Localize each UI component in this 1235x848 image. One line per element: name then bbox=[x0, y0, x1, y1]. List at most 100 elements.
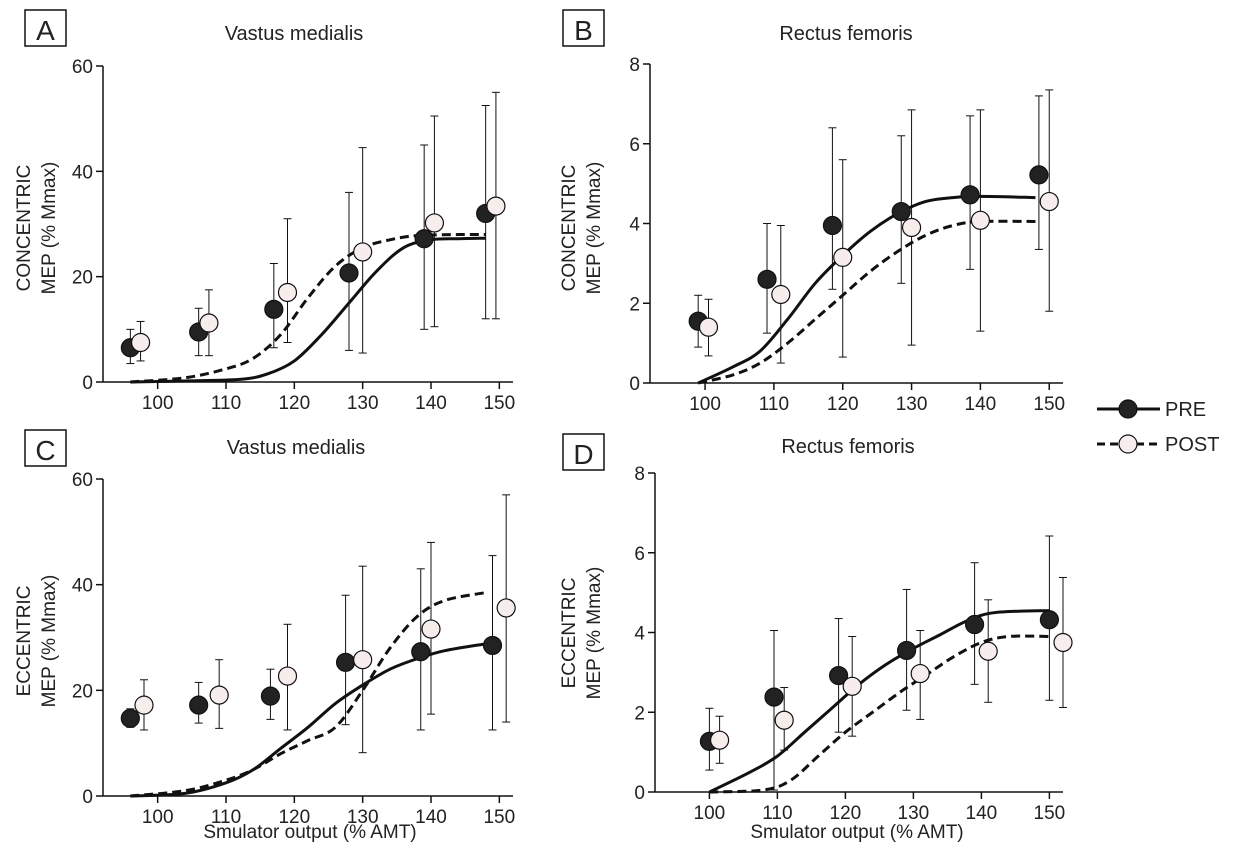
y-axis-label-line1: CONCENTRIC bbox=[14, 165, 35, 292]
data-point-pre bbox=[414, 229, 434, 249]
x-tick-label: 150 bbox=[483, 393, 515, 414]
data-point-post bbox=[842, 676, 862, 696]
y-tick-label: 60 bbox=[72, 57, 93, 78]
x-tick-label: 120 bbox=[278, 807, 310, 828]
y-tick-label: 8 bbox=[629, 55, 640, 76]
y-tick-label: 0 bbox=[82, 787, 93, 808]
fit-curve-post bbox=[709, 634, 1050, 794]
data-point-pre bbox=[339, 263, 359, 283]
data-point-pre bbox=[189, 695, 209, 715]
panel-title: Rectus femoris bbox=[779, 23, 912, 45]
data-point-post bbox=[134, 695, 154, 715]
x-tick-label: 130 bbox=[898, 803, 930, 824]
x-tick-label: 140 bbox=[415, 807, 447, 828]
data-point-pre bbox=[1029, 165, 1049, 185]
y-tick-label: 0 bbox=[634, 783, 645, 804]
legend-label-post: POST bbox=[1165, 434, 1219, 456]
y-tick-label: 0 bbox=[629, 374, 640, 395]
legend-item-pre: PRE bbox=[1097, 399, 1206, 421]
y-tick-label: 2 bbox=[629, 294, 640, 315]
x-tick-label: 130 bbox=[347, 393, 379, 414]
fit-curve-post bbox=[130, 591, 486, 798]
panel-title: Vastus medialis bbox=[225, 23, 364, 45]
data-point-post bbox=[353, 242, 373, 262]
x-tick-label: 110 bbox=[211, 393, 241, 414]
data-point-pre bbox=[964, 614, 985, 635]
data-point-post bbox=[130, 332, 151, 353]
x-tick-label: 130 bbox=[347, 807, 379, 828]
x-tick-label: 100 bbox=[142, 393, 174, 414]
data-point-post bbox=[424, 213, 445, 233]
x-tick-label: 120 bbox=[827, 394, 859, 415]
data-point-pre bbox=[822, 215, 843, 236]
panel-title: Vastus medialis bbox=[227, 437, 366, 459]
x-tick-label: 150 bbox=[1033, 394, 1065, 415]
panel-a: A Vastus medialis CONCENTRIC MEP (% Mmax… bbox=[14, 9, 515, 414]
data-point-pre bbox=[411, 642, 431, 662]
x-tick-label: 100 bbox=[142, 807, 174, 828]
y-axis-label-line1: CONCENTRIC bbox=[559, 165, 580, 292]
data-point-pre bbox=[264, 299, 284, 319]
y-tick-label: 2 bbox=[634, 703, 645, 724]
y-tick-label: 40 bbox=[72, 162, 93, 183]
x-axis-label: Smulator output (% AMT) bbox=[203, 822, 416, 843]
legend-item-post: POST bbox=[1097, 434, 1219, 456]
data-point-post bbox=[771, 284, 791, 305]
data-point-post bbox=[421, 619, 441, 639]
y-axis-label-line2: MEP (% Mmax) bbox=[39, 162, 60, 295]
data-point-post bbox=[901, 217, 922, 238]
data-point-post bbox=[277, 282, 298, 303]
data-point-post bbox=[1053, 632, 1073, 653]
data-point-pre bbox=[891, 201, 911, 222]
fit-curve-pre bbox=[130, 642, 486, 798]
data-point-pre bbox=[482, 635, 503, 656]
x-tick-label: 110 bbox=[211, 807, 241, 828]
panel-letter: A bbox=[36, 15, 55, 46]
data-point-post bbox=[353, 650, 373, 670]
y-tick-label: 4 bbox=[634, 624, 645, 645]
data-point-post bbox=[709, 730, 730, 750]
data-point-post bbox=[496, 598, 516, 618]
data-point-post bbox=[910, 663, 930, 684]
y-tick-label: 20 bbox=[72, 681, 93, 702]
x-tick-label: 100 bbox=[689, 394, 721, 415]
data-point-post bbox=[698, 317, 719, 337]
fit-curve-pre bbox=[130, 236, 486, 384]
panel-c: C Vastus medialis ECCENTRIC MEP (% Mmax)… bbox=[14, 429, 516, 843]
data-point-post bbox=[970, 210, 991, 230]
data-point-post bbox=[486, 196, 506, 216]
panel-letter: C bbox=[35, 435, 55, 466]
panel-letter: B bbox=[574, 15, 593, 46]
data-point-pre bbox=[757, 269, 777, 289]
panel-title: Rectus femoris bbox=[781, 436, 914, 458]
data-point-pre bbox=[764, 687, 784, 707]
legend: PRE POST bbox=[1097, 399, 1219, 456]
x-tick-label: 140 bbox=[965, 394, 997, 415]
y-tick-label: 6 bbox=[629, 135, 640, 156]
data-point-post bbox=[277, 666, 298, 686]
data-point-pre bbox=[896, 640, 917, 661]
fit-curve-post bbox=[130, 232, 486, 384]
data-point-post bbox=[1039, 191, 1059, 212]
data-point-post bbox=[978, 641, 998, 661]
x-tick-label: 150 bbox=[1034, 803, 1066, 824]
data-point-pre bbox=[335, 652, 356, 672]
legend-label-pre: PRE bbox=[1165, 399, 1206, 421]
x-tick-label: 110 bbox=[759, 394, 789, 415]
x-tick-label: 110 bbox=[762, 803, 792, 824]
data-point-pre bbox=[260, 686, 281, 706]
y-axis-label-line1: ECCENTRIC bbox=[559, 578, 580, 689]
y-tick-label: 20 bbox=[72, 268, 93, 289]
x-tick-label: 140 bbox=[966, 803, 998, 824]
data-point-post bbox=[774, 710, 794, 730]
y-tick-label: 40 bbox=[72, 576, 93, 597]
x-tick-label: 140 bbox=[415, 393, 447, 414]
data-point-pre bbox=[960, 185, 980, 205]
fit-curve-post bbox=[697, 219, 1036, 385]
x-axis-label: Smulator output (% AMT) bbox=[750, 822, 963, 843]
y-tick-label: 4 bbox=[629, 215, 640, 236]
x-tick-label: 120 bbox=[278, 393, 310, 414]
data-point-post bbox=[209, 685, 229, 705]
y-tick-label: 0 bbox=[82, 373, 93, 394]
